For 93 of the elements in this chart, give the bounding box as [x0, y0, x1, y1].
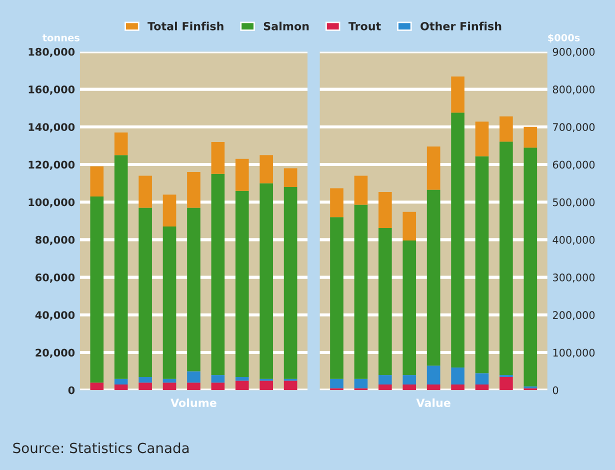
bar	[402, 384, 416, 390]
bar	[475, 122, 489, 156]
bar	[378, 228, 392, 376]
bar	[187, 208, 200, 372]
y-tick-label: 20,000	[36, 348, 75, 358]
y-tick-label: 200,000	[552, 311, 595, 320]
y-axis-title: $000s	[548, 34, 580, 43]
y-tick-label: 400,000	[552, 236, 595, 245]
bar	[211, 382, 225, 390]
bar	[426, 190, 440, 366]
y-tick-label: 140,000	[28, 123, 75, 132]
y-tick-label: 500,000	[553, 198, 595, 208]
bar	[90, 382, 104, 390]
bar	[162, 226, 176, 379]
bar	[211, 142, 225, 174]
bar	[211, 174, 225, 376]
y-tick-label: 40,000	[35, 311, 75, 320]
bar	[500, 376, 513, 390]
bar	[162, 194, 176, 227]
y-tick-label: 700,000	[553, 123, 595, 132]
source-note: Source: Statistics Canada	[13, 442, 189, 454]
bar	[378, 375, 392, 384]
y-tick-label: 160,000	[28, 86, 75, 95]
bar	[187, 382, 200, 390]
bar	[114, 384, 128, 390]
y-tick-label: 100,000	[28, 198, 75, 208]
y-tick-label: 800,000	[552, 86, 595, 94]
y-tick-label: 0	[552, 386, 558, 394]
bar	[235, 380, 249, 390]
bar	[426, 384, 440, 390]
y-axis-title: tonnes	[42, 34, 80, 42]
bar	[378, 192, 392, 228]
bar	[451, 112, 464, 368]
bar	[402, 375, 416, 384]
y-tick-label: 300,000	[553, 274, 595, 282]
bar	[500, 116, 513, 142]
bar	[235, 158, 249, 191]
bar	[284, 168, 298, 188]
bar	[260, 155, 274, 184]
y-tick-label: 80,000	[36, 236, 75, 246]
bar	[284, 380, 298, 390]
legend-label: Total Finfish	[148, 22, 224, 30]
bar	[475, 373, 489, 384]
bar	[260, 183, 274, 379]
bar	[90, 166, 104, 196]
bar	[524, 148, 538, 386]
y-tick-label: 120,000	[28, 160, 75, 170]
bar	[354, 378, 368, 388]
bar	[114, 132, 128, 156]
bar	[451, 76, 464, 113]
y-tick-label: 180,000	[28, 48, 75, 58]
bar	[451, 368, 464, 384]
x-axis-title: Volume	[170, 398, 216, 408]
bar	[451, 384, 464, 390]
legend-label: Salmon	[264, 22, 309, 30]
bar	[330, 378, 344, 388]
y-tick-label: 600,000	[552, 160, 595, 170]
bar	[138, 208, 152, 377]
x-axis-title: Value	[416, 398, 450, 408]
y-tick-label: 60,000	[36, 274, 75, 283]
bar	[402, 212, 416, 240]
bar	[138, 376, 152, 383]
bar	[260, 380, 274, 390]
bar	[138, 176, 152, 208]
bar	[187, 172, 200, 208]
bar	[475, 384, 489, 390]
bar	[235, 376, 249, 381]
bar	[114, 155, 128, 379]
y-tick-label: 900,000	[552, 48, 595, 57]
bar	[284, 187, 298, 379]
bar	[235, 190, 249, 377]
bar	[378, 384, 392, 390]
bar	[114, 378, 128, 384]
bar	[354, 176, 368, 205]
bar	[211, 375, 225, 383]
legend-label: Other Finfish	[420, 22, 502, 30]
bar	[426, 366, 440, 384]
legend-label: Trout	[348, 22, 381, 30]
bar	[187, 371, 200, 383]
bar	[426, 146, 440, 190]
bar	[475, 156, 489, 374]
y-tick-label: 100,000	[553, 348, 595, 358]
bar	[330, 217, 344, 379]
bar	[524, 126, 538, 148]
bar	[402, 240, 416, 376]
bar	[90, 196, 104, 383]
bar	[138, 382, 152, 390]
bar	[330, 188, 344, 218]
bar	[354, 204, 368, 379]
bar	[500, 142, 513, 376]
bar	[162, 378, 176, 383]
bar	[162, 382, 176, 390]
y-tick-label: 0	[68, 386, 75, 394]
